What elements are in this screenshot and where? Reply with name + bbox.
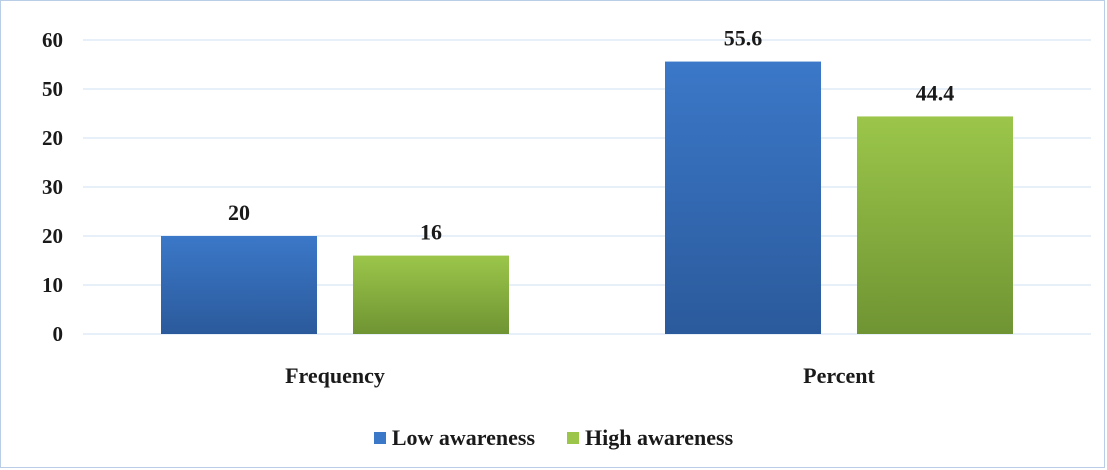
y-tick-label: 0 [53,322,64,346]
x-axis-categories: Frequency Percent [285,363,875,388]
category-label-frequency: Frequency [285,363,385,388]
data-label: 20 [228,200,250,225]
category-label-percent: Percent [803,363,875,388]
y-tick-label: 20 [42,224,63,248]
bar-high-awareness-frequency [353,255,509,334]
bars [161,61,1013,335]
data-label: 16 [420,220,442,245]
data-label: 44.4 [916,80,955,105]
y-tick-label: 30 [42,175,63,199]
bar-low-awareness-percent [665,61,821,335]
legend-label-low-awareness: Low awareness [391,425,536,450]
legend-swatch-high-awareness [567,432,580,444]
legend-label-high-awareness: High awareness [585,425,734,450]
data-labels: 20 16 55.6 44.4 [228,26,954,245]
data-label: 55.6 [724,26,763,51]
legend-item-low-awareness: Low awareness [373,425,536,451]
y-tick-label: 20 [42,126,63,150]
y-axis-ticks: 0 10 20 30 20 50 60 [42,28,63,346]
legend-swatch-low-awareness [373,432,386,444]
y-tick-label: 60 [42,28,63,52]
y-tick-label: 10 [42,273,63,297]
bar-low-awareness-frequency [161,236,317,334]
legend: Low awareness High awareness [1,425,1106,451]
legend-item-high-awareness: High awareness [567,425,733,451]
bar-high-awareness-percent [857,116,1013,334]
y-tick-label: 50 [42,77,63,101]
